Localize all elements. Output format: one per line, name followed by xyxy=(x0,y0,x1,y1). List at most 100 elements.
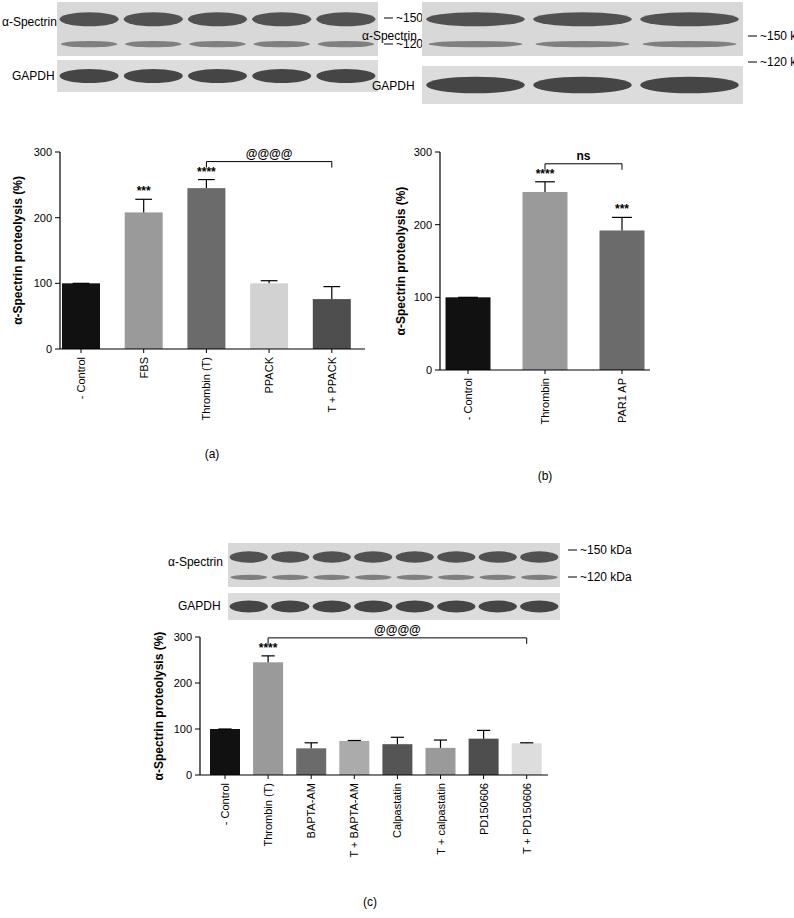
blot-label: α-Spectrin xyxy=(362,29,417,43)
blot-spectrin xyxy=(228,543,560,587)
band xyxy=(188,12,247,26)
band xyxy=(535,41,629,47)
band xyxy=(437,601,475,613)
x-tick xyxy=(81,349,82,353)
band xyxy=(316,12,375,26)
x-tick-label: Thrombin (T) xyxy=(200,357,212,421)
y-label: α-Spectrin proteolysis (%) xyxy=(11,176,25,325)
y-tick xyxy=(195,775,200,776)
band xyxy=(396,575,433,580)
significance: *** xyxy=(615,202,629,216)
x-tick-label: T + PD150606 xyxy=(521,783,533,854)
significance: *** xyxy=(137,184,151,198)
x-tick-label: BAPTA-AM xyxy=(305,783,317,838)
band xyxy=(189,41,245,47)
y-tick-label: 200 xyxy=(174,677,192,689)
error-bar xyxy=(261,281,278,284)
bar xyxy=(253,662,283,775)
band xyxy=(479,575,516,580)
band xyxy=(313,601,351,613)
band xyxy=(640,77,738,94)
band xyxy=(125,41,181,47)
error-bar xyxy=(218,729,231,730)
x-tick xyxy=(225,775,226,779)
y-tick-label: 0 xyxy=(426,364,432,376)
y-tick-label: 100 xyxy=(414,291,432,303)
band xyxy=(313,575,350,580)
x-tick-label: Thrombin xyxy=(539,378,551,424)
x-tick xyxy=(397,775,398,779)
band xyxy=(396,551,434,562)
band xyxy=(60,69,119,83)
blot-label: GAPDH xyxy=(178,599,221,613)
error-bar xyxy=(391,737,404,744)
bars xyxy=(210,656,542,775)
x-tick xyxy=(354,775,355,779)
y-label: α-Spectrin proteolysis (%) xyxy=(152,632,166,781)
y-tick xyxy=(435,297,440,298)
x-tick-label: T + BAPTA-AM xyxy=(348,783,360,857)
band xyxy=(188,69,247,83)
band xyxy=(271,551,309,562)
bars xyxy=(62,180,351,349)
marker-label: ~150 kDa xyxy=(760,29,794,43)
bar xyxy=(296,748,326,775)
band xyxy=(426,77,524,94)
y-tick xyxy=(55,217,60,218)
blot-gapdh xyxy=(57,60,378,92)
bracket xyxy=(545,164,622,170)
y-tick xyxy=(435,370,440,371)
x-tick xyxy=(269,349,270,353)
bar xyxy=(125,212,163,349)
x-tick-label: PPACK xyxy=(263,356,275,393)
band xyxy=(252,12,311,26)
error-bar xyxy=(135,199,152,212)
error-bar xyxy=(305,743,318,749)
bracket xyxy=(268,638,527,644)
panel-label: (b) xyxy=(538,469,553,483)
blot-label: GAPDH xyxy=(12,69,55,83)
band xyxy=(230,551,268,562)
y-axis xyxy=(199,637,200,775)
x-tick-label: - Control xyxy=(462,378,474,420)
marker-label: ~120 kDa xyxy=(760,55,794,69)
x-tick-label: Thrombin (T) xyxy=(262,783,274,847)
panel: α-SpectrinGAPDH~150 kDa~120 kDa*******@@… xyxy=(2,2,448,461)
x-tick xyxy=(468,370,469,374)
figure: α-SpectrinGAPDH~150 kDa~120 kDa*******@@… xyxy=(0,0,794,918)
bar xyxy=(250,283,288,349)
band xyxy=(533,77,631,94)
y-tick-label: 0 xyxy=(186,769,192,781)
x-tick xyxy=(545,370,546,374)
bracket-label: @@@@ xyxy=(246,147,293,161)
band xyxy=(479,551,517,562)
bar xyxy=(210,729,240,775)
panel-label: (a) xyxy=(205,447,220,461)
y-axis xyxy=(439,152,440,370)
x-tick xyxy=(268,775,269,779)
y-tick xyxy=(435,224,440,225)
bar xyxy=(313,299,351,349)
blot-label: α-Spectrin xyxy=(2,15,57,29)
x-tick-label: FBS xyxy=(138,357,150,378)
y-tick-label: 200 xyxy=(34,212,52,224)
x-tick-label: - Control xyxy=(219,783,231,825)
x-tick-label: PD150606 xyxy=(478,783,490,835)
error-bar xyxy=(477,730,490,738)
panel: α-SpectrinGAPDH~150 kDa~120 kDa****@@@@0… xyxy=(152,543,632,909)
bar xyxy=(339,741,369,775)
x-tick xyxy=(206,349,207,353)
band xyxy=(313,551,351,562)
x-tick-label: PAR1 AP xyxy=(616,378,628,423)
band xyxy=(252,69,311,83)
band xyxy=(521,575,558,580)
x-tick-label: T + PPACK xyxy=(326,356,338,412)
x-tick xyxy=(526,775,527,779)
y-tick xyxy=(55,152,60,153)
band xyxy=(61,41,117,47)
marker-dash xyxy=(748,36,757,37)
x-tick-label: Calpastatin xyxy=(391,783,403,838)
blot-spectrin xyxy=(57,2,378,56)
band xyxy=(271,601,309,613)
bracket xyxy=(206,162,331,168)
